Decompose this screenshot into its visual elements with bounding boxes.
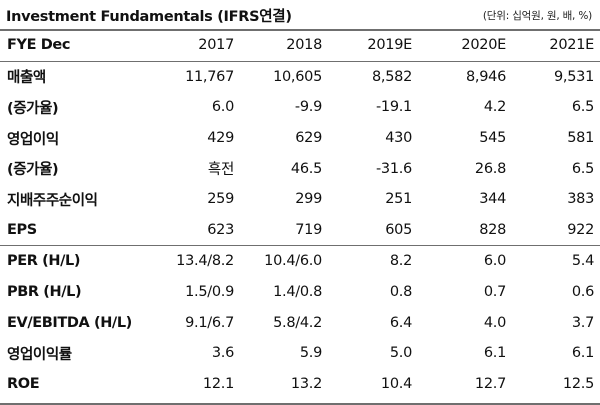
- cell-value: 9.1/6.7: [185, 314, 234, 331]
- cell-value: 12.1: [202, 375, 234, 392]
- table-row: EV/EBITDA (H/L) 9.1/6.7 5.8/4.2 6.4 4.0 3.7: [0, 307, 600, 338]
- row-label: 지배주주순이익: [7, 192, 98, 209]
- table-row: (증가율) 흑전 46.5 -31.6 26.8 6.5: [0, 153, 600, 184]
- cell-value: 10.4: [380, 375, 412, 392]
- cell-value: 719: [295, 221, 322, 238]
- cell-value: 5.9: [299, 345, 322, 362]
- cell-value: 0.7: [483, 284, 506, 301]
- column-header-year: 2019E: [326, 30, 416, 62]
- cell-value: 6.0: [416, 245, 512, 277]
- cell-value: 12.7: [474, 375, 506, 392]
- column-header-label: FYE Dec: [0, 30, 142, 62]
- cell-value: 26.8: [474, 160, 506, 177]
- table-row: 영업이익 429 629 430 545 581: [0, 123, 600, 154]
- table-row: PER (H/L) 13.4/8.2 10.4/6.0 8.2 6.0 5.4: [0, 245, 600, 277]
- cell-value: 922: [567, 221, 594, 238]
- cell-value: 0.8: [389, 284, 412, 301]
- cell-value: 5.0: [389, 345, 412, 362]
- row-label: EV/EBITDA (H/L): [7, 314, 132, 331]
- table-row: PBR (H/L) 1.5/0.9 1.4/0.8 0.8 0.7 0.6: [0, 277, 600, 308]
- table-row: 매출액 11,767 10,605 8,582 8,946 9,531: [0, 61, 600, 92]
- table-row: 영업이익률 3.6 5.9 5.0 6.1 6.1: [0, 338, 600, 369]
- cell-value: 9,531: [553, 68, 594, 85]
- column-header-year: 2017: [142, 30, 236, 62]
- cell-value: 46.5: [290, 160, 322, 177]
- cell-value: 0.6: [571, 284, 594, 301]
- table-row: EPS 623 719 605 828 922: [0, 215, 600, 246]
- cell-value: 13.2: [290, 375, 322, 392]
- row-label: (증가율): [7, 100, 59, 117]
- row-label: PER (H/L): [0, 245, 142, 277]
- table-row: (증가율) 6.0 -9.9 -19.1 4.2 6.5: [0, 92, 600, 123]
- cell-value: 623: [207, 221, 234, 238]
- row-label: ROE: [7, 375, 40, 392]
- cell-value: 3.7: [571, 314, 594, 331]
- cell-value: 629: [295, 130, 322, 147]
- cell-value: 828: [479, 221, 506, 238]
- table-title: Investment Fundamentals (IFRS연결): [6, 8, 292, 25]
- cell-value: 6.4: [389, 314, 412, 331]
- cell-value: 6.0: [211, 99, 234, 116]
- cell-value: 1.4/0.8: [273, 284, 322, 301]
- cell-value: 6.1: [483, 345, 506, 362]
- fundamentals-table: FYE Dec 2017 2018 2019E 2020E 2021E 매출액 1…: [0, 30, 600, 399]
- cell-value: 545: [479, 130, 506, 147]
- table-row: ROE 12.1 13.2 10.4 12.7 12.5: [0, 369, 600, 400]
- cell-value: 430: [385, 130, 412, 147]
- cell-value: 4.0: [483, 314, 506, 331]
- cell-value: 6.5: [571, 99, 594, 116]
- cell-value: -19.1: [375, 99, 412, 116]
- bottom-rule: [0, 403, 600, 405]
- cell-value: 605: [385, 221, 412, 238]
- cell-value: 383: [567, 191, 594, 208]
- column-header-year: 2018: [236, 30, 326, 62]
- cell-value: 5.4: [512, 245, 600, 277]
- column-header-year: 2021E: [512, 30, 600, 62]
- cell-value: 4.2: [483, 99, 506, 116]
- cell-value: 6.1: [571, 345, 594, 362]
- row-label: 영업이익률: [7, 346, 72, 363]
- cell-value: 13.4/8.2: [142, 245, 236, 277]
- table-row: 지배주주순이익 259 299 251 344 383: [0, 184, 600, 215]
- cell-value: 581: [567, 130, 594, 147]
- cell-value: 251: [385, 191, 412, 208]
- header-row: FYE Dec 2017 2018 2019E 2020E 2021E: [0, 30, 600, 62]
- row-label: 영업이익: [7, 131, 59, 148]
- cell-value: 6.5: [571, 160, 594, 177]
- cell-value: 8,582: [371, 68, 412, 85]
- cell-value: 429: [207, 130, 234, 147]
- cell-value: 8.2: [326, 245, 416, 277]
- cell-value: 8,946: [465, 68, 506, 85]
- cell-value: 5.8/4.2: [273, 314, 322, 331]
- cell-value: 11,767: [185, 68, 234, 85]
- cell-value: 3.6: [211, 345, 234, 362]
- cell-value: -9.9: [294, 99, 322, 116]
- cell-value: 12.5: [562, 375, 594, 392]
- cell-value: -31.6: [375, 160, 412, 177]
- row-label: PBR (H/L): [7, 284, 82, 301]
- row-label: EPS: [7, 221, 37, 238]
- row-label: 매출액: [7, 70, 46, 87]
- cell-value: 344: [479, 191, 506, 208]
- table-header: Investment Fundamentals (IFRS연결) (단위: 십억…: [6, 2, 592, 28]
- cell-value: 흑전: [207, 162, 234, 179]
- row-label: (증가율): [7, 162, 59, 179]
- cell-value: 10,605: [273, 68, 322, 85]
- cell-value: 259: [207, 191, 234, 208]
- unit-note: (단위: 십억원, 원, 배, %): [482, 9, 592, 22]
- cell-value: 299: [295, 191, 322, 208]
- cell-value: 10.4/6.0: [236, 245, 326, 277]
- column-header-year: 2020E: [416, 30, 512, 62]
- cell-value: 1.5/0.9: [185, 284, 234, 301]
